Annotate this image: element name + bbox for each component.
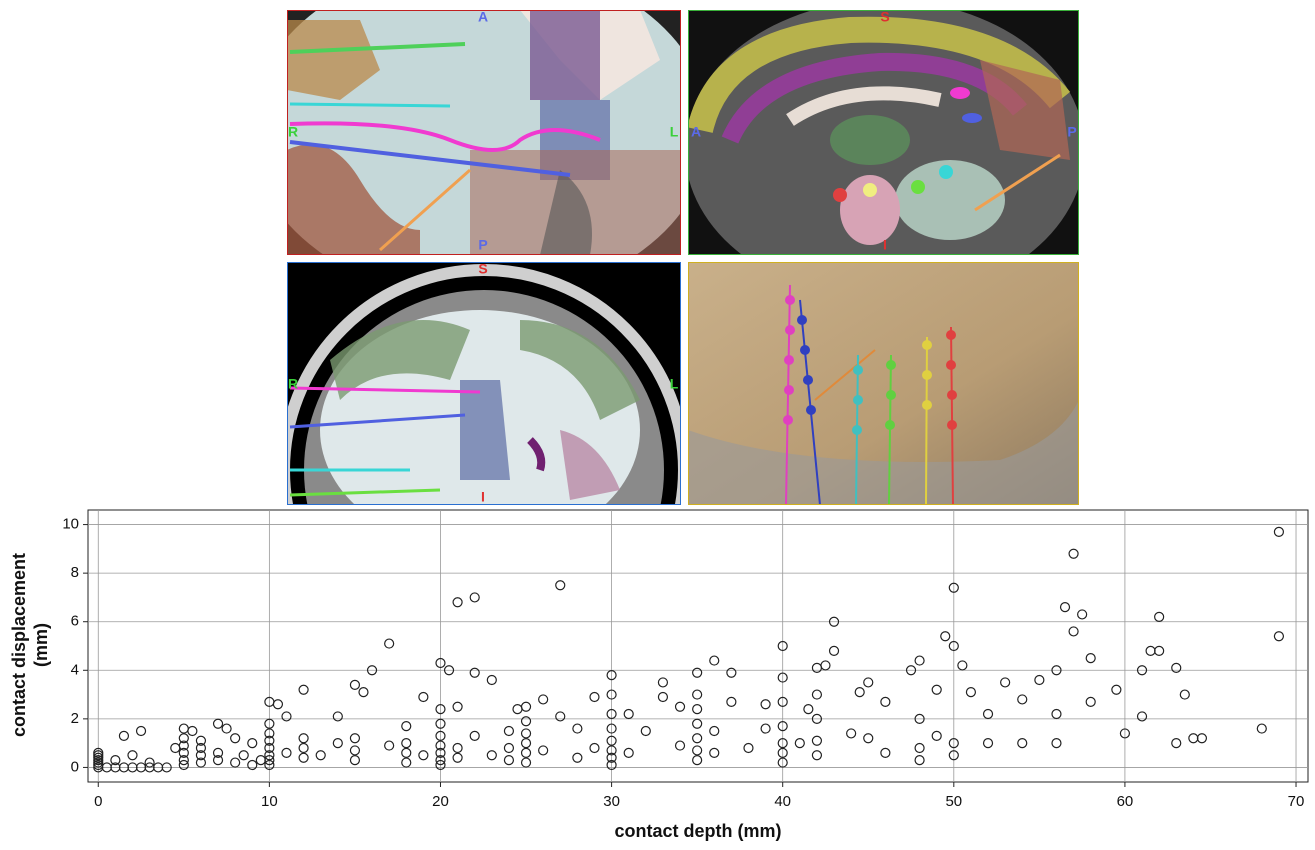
x-tick-label: 30 (603, 793, 620, 810)
y-tick-label: 6 (71, 613, 79, 630)
x-tick-label: 40 (774, 793, 791, 810)
orientation-label: L (670, 376, 679, 392)
x-tick-label: 70 (1288, 793, 1305, 810)
x-tick-label: 60 (1117, 793, 1134, 810)
x-tick-label: 50 (945, 793, 962, 810)
y-tick-label: 4 (71, 661, 79, 678)
figure: A R L P S A P I S R L I contact depth (m… (0, 0, 1315, 845)
x-axis-label: contact depth (mm) (614, 821, 781, 841)
y-axis-label: (mm) (31, 623, 51, 667)
sagittal-view (685, 0, 1085, 300)
axial-view (250, 0, 710, 300)
orientation-label: I (883, 237, 887, 253)
y-tick-label: 2 (71, 710, 79, 727)
orientation-label: R (288, 124, 298, 140)
y-tick-label: 10 (62, 516, 79, 533)
y-tick-label: 8 (71, 564, 79, 581)
orientation-label: P (1067, 124, 1076, 140)
3d-view (688, 262, 1079, 505)
y-tick-label: 0 (71, 758, 79, 775)
orientation-label: I (481, 489, 485, 505)
x-tick-label: 0 (94, 793, 102, 810)
x-tick-label: 10 (261, 793, 278, 810)
orientation-label: A (478, 9, 488, 25)
orientation-label: P (478, 237, 487, 253)
y-axis-label: contact displacement (9, 553, 29, 737)
orientation-label: L (670, 124, 679, 140)
orientation-label: R (288, 376, 298, 392)
orientation-label: A (691, 124, 701, 140)
orientation-label: S (880, 9, 889, 25)
x-tick-label: 20 (432, 793, 449, 810)
orientation-label: S (478, 261, 487, 277)
